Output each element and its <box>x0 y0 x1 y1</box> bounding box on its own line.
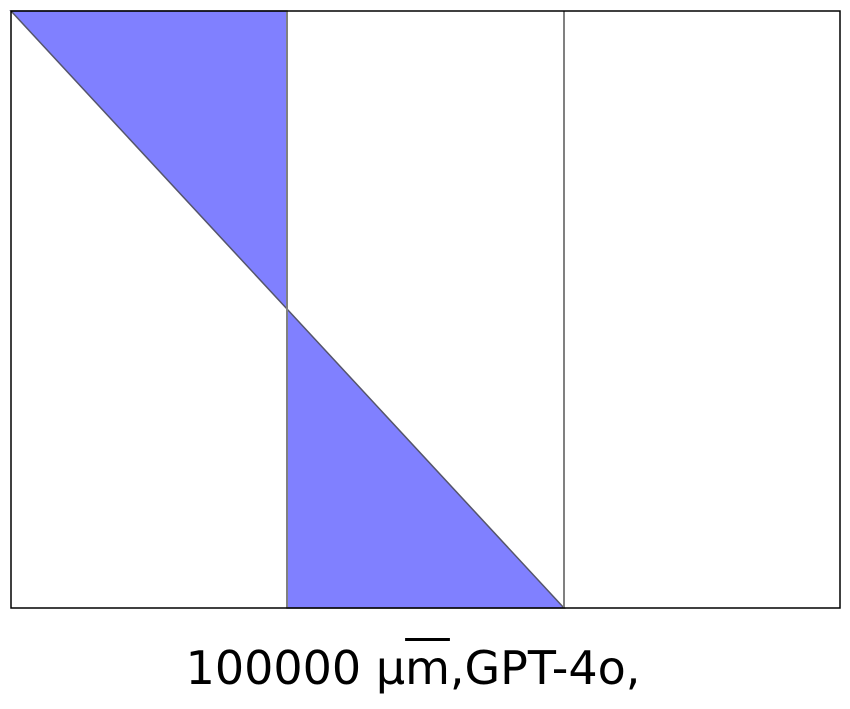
panel-frame <box>10 10 841 609</box>
model-label: ,GPT-4o, <box>449 641 641 695</box>
scale-value: 100000 <box>185 641 362 695</box>
scale-unit-base: m <box>405 641 450 695</box>
scale-caption: 100000 µm,GPT-4o, <box>0 645 826 691</box>
scale-bar-diagram <box>9 10 841 609</box>
scale-unit-prefix: µ <box>375 641 406 695</box>
